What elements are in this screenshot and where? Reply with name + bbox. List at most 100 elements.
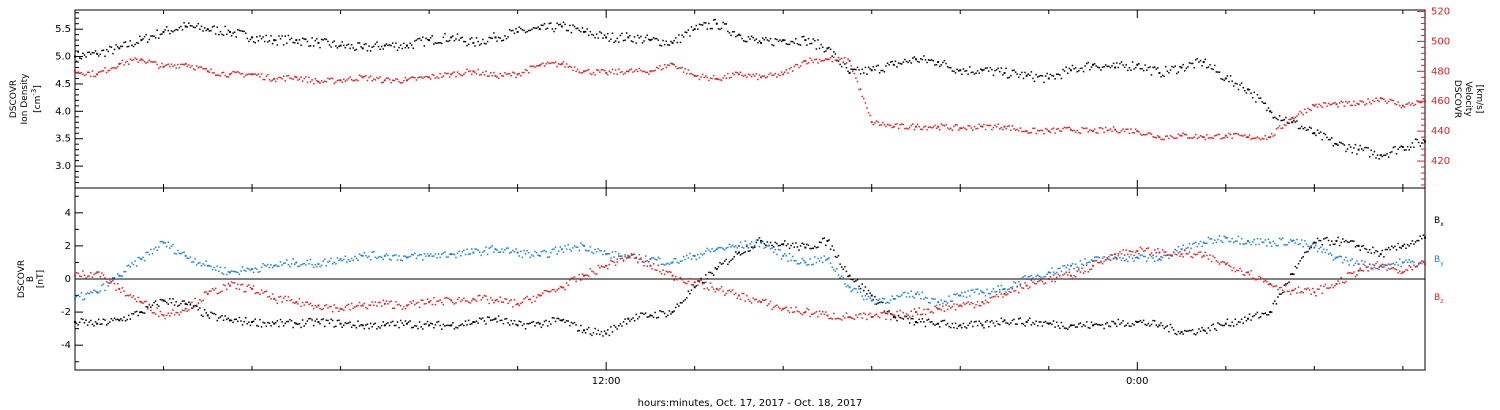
- ion-density-point: [989, 66, 992, 69]
- velocity-point: [312, 82, 315, 85]
- bz-point: [297, 303, 299, 305]
- bx-point: [1153, 319, 1156, 322]
- bz-point: [346, 304, 348, 307]
- velocity-point: [1073, 129, 1075, 132]
- velocity-point: [735, 71, 737, 74]
- by-point: [1267, 238, 1270, 241]
- by-point: [142, 256, 144, 259]
- bz-point: [1300, 290, 1303, 293]
- by-point: [1299, 242, 1301, 245]
- by-point: [945, 300, 947, 303]
- velocity-point: [538, 64, 541, 67]
- bx-point: [660, 310, 663, 313]
- bz-point: [422, 299, 424, 302]
- by-point: [1286, 243, 1289, 246]
- velocity-point: [739, 71, 742, 73]
- ion-density-point: [1323, 132, 1325, 135]
- velocity-point: [834, 59, 837, 61]
- by-point: [1206, 242, 1208, 244]
- by-point: [643, 261, 645, 264]
- bz-point: [366, 307, 369, 310]
- bz-point: [602, 266, 604, 268]
- bx-point: [703, 282, 705, 284]
- by-point: [602, 253, 604, 256]
- velocity-point: [923, 126, 925, 128]
- by-point: [270, 264, 272, 266]
- velocity-point: [1332, 102, 1335, 104]
- by-point: [826, 258, 829, 261]
- bx-point: [708, 271, 710, 274]
- bx-point: [113, 317, 116, 319]
- bz-point: [641, 260, 644, 263]
- ion-density-point: [1421, 142, 1423, 144]
- velocity-point: [904, 127, 906, 130]
- velocity-point: [1272, 135, 1274, 137]
- ion-density-point: [635, 42, 637, 44]
- ion-density-point: [466, 44, 468, 47]
- by-point: [1215, 241, 1218, 244]
- velocity-point: [1157, 135, 1159, 137]
- bz-point: [821, 310, 824, 313]
- bx-point: [882, 301, 884, 304]
- bx-point: [1098, 324, 1101, 326]
- bz-point: [968, 303, 971, 306]
- ion-density-point: [1082, 70, 1085, 73]
- bz-point: [423, 303, 426, 305]
- by-point: [308, 263, 310, 265]
- velocity-point: [281, 78, 283, 80]
- ion-density-point: [637, 34, 639, 37]
- bz-point: [208, 290, 211, 292]
- velocity-point: [575, 70, 577, 72]
- bx-point: [333, 326, 336, 328]
- bx-point: [1256, 311, 1259, 314]
- bz-point: [945, 304, 947, 306]
- bx-point: [750, 246, 753, 248]
- ion-density-point: [1047, 77, 1050, 80]
- by-point: [663, 264, 666, 266]
- velocity-point: [1097, 132, 1099, 134]
- ion-density-point: [741, 37, 743, 40]
- by-point: [146, 251, 149, 254]
- velocity-point: [546, 61, 549, 63]
- bz-point: [1160, 256, 1162, 258]
- ion-density-point: [1147, 66, 1150, 69]
- bz-point: [1376, 267, 1379, 270]
- velocity-point: [1353, 100, 1355, 103]
- bz-point: [1036, 280, 1039, 283]
- by-point: [1122, 257, 1124, 259]
- velocity-point: [388, 78, 391, 81]
- by-point: [368, 255, 370, 258]
- velocity-point: [1266, 138, 1268, 141]
- velocity-point: [1372, 99, 1374, 102]
- bz-point: [834, 318, 837, 320]
- bz-point: [1093, 260, 1096, 262]
- velocity-point: [1049, 131, 1052, 134]
- bx-point: [845, 270, 848, 273]
- ion-density-point: [455, 38, 457, 40]
- bx-point: [564, 321, 566, 324]
- by-point: [618, 252, 620, 255]
- ion-density-point: [1214, 64, 1216, 67]
- velocity-point: [801, 61, 803, 64]
- ion-density-point: [1087, 61, 1090, 64]
- ion-density-point: [439, 42, 441, 44]
- bx-point: [211, 312, 214, 315]
- by-point: [723, 249, 726, 251]
- ion-density-point: [1266, 109, 1268, 112]
- bz-point: [1115, 257, 1118, 259]
- ion-density-point: [970, 71, 973, 74]
- bx-point: [241, 324, 244, 326]
- velocity-point: [864, 102, 867, 104]
- by-point: [1074, 263, 1077, 265]
- bz-point: [270, 298, 272, 300]
- by-point: [932, 298, 935, 300]
- ion-density-point: [1171, 65, 1173, 68]
- bx-point: [403, 324, 405, 326]
- ion-density-point: [1191, 62, 1194, 65]
- bx-point: [1338, 244, 1341, 247]
- bz-point: [619, 257, 622, 260]
- by-point: [882, 297, 884, 300]
- top-right-unit: [km/s]: [1474, 85, 1484, 114]
- bx-point: [82, 318, 84, 321]
